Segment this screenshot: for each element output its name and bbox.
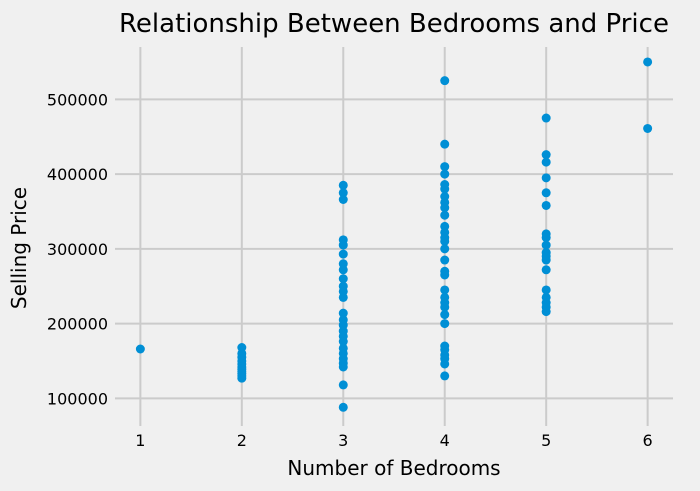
data-point [338,188,348,198]
y-tick-label: 100000 [47,389,108,408]
data-point [440,244,450,254]
x-tick-label: 4 [440,431,450,450]
data-point [338,402,348,412]
data-point [643,57,653,67]
data-point [541,173,551,183]
data-point [440,285,450,295]
data-point [338,274,348,284]
data-point [338,265,348,275]
data-point [541,233,551,243]
data-point [440,359,450,369]
data-point [541,188,551,198]
data-point [643,123,653,133]
data-point [135,344,145,354]
data-point [440,255,450,265]
data-point [541,150,551,160]
data-point [237,373,247,383]
y-tick-label: 500000 [47,90,108,109]
data-point [440,310,450,320]
y-axis-label: Selling Price [7,187,31,309]
data-point [440,210,450,220]
data-point [338,308,348,318]
y-tick-label: 300000 [47,240,108,259]
data-point [338,337,348,347]
x-tick-label: 6 [643,431,653,450]
data-point [440,236,450,246]
data-point [541,265,551,275]
data-point [541,113,551,123]
data-point [440,76,450,86]
data-point [541,285,551,295]
data-point [338,249,348,259]
data-point [338,240,348,250]
x-axis-label: Number of Bedrooms [287,456,500,480]
data-point [338,380,348,390]
data-point [338,292,348,302]
x-tick-label: 1 [135,431,145,450]
grid-layer [115,47,673,426]
chart-title: Relationship Between Bedrooms and Price [119,9,669,39]
y-tick-label: 400000 [47,165,108,184]
data-point [440,139,450,149]
data-point [440,184,450,194]
data-point [541,255,551,265]
data-point [338,194,348,204]
x-tick-label: 2 [237,431,247,450]
data-point [541,307,551,317]
data-point-layer [135,57,653,412]
data-point [338,180,348,190]
x-tick-label: 3 [338,431,348,450]
data-point [440,302,450,312]
data-point [338,362,348,372]
x-tick-label: 5 [541,431,551,450]
tick-label-layer: 1 2 3 4 5 6 100000 200000 300000 400000 500000 [47,90,653,450]
data-point [440,169,450,179]
data-point [440,270,450,280]
data-point [440,371,450,381]
data-point [440,203,450,213]
data-point [440,319,450,329]
data-point [541,200,551,210]
data-point [541,240,551,250]
data-point [541,157,551,167]
y-tick-label: 200000 [47,315,108,334]
data-point [440,162,450,172]
